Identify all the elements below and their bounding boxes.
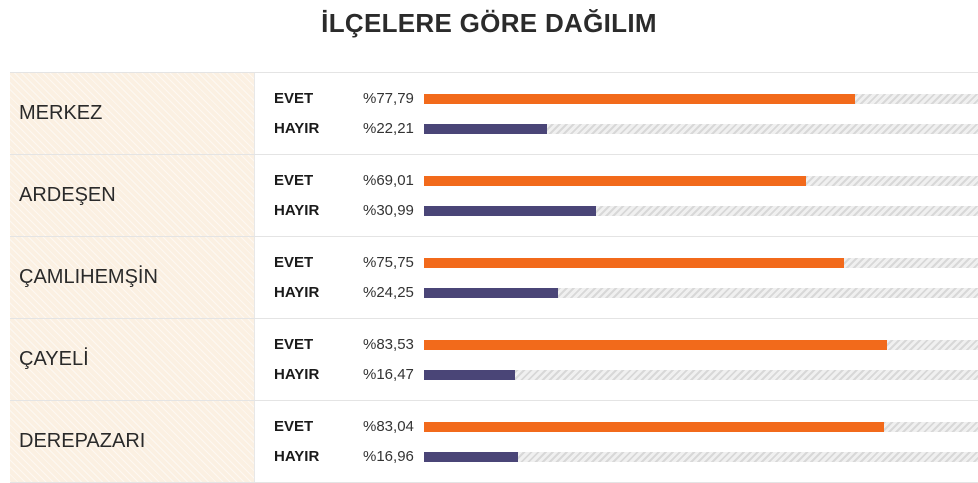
evet-line: EVET %83,53 [10,335,978,355]
evet-line: EVET %77,79 [10,89,978,109]
evet-bar-track [424,258,978,268]
hayir-bar-track [424,124,978,134]
district-name: ÇAYELİ [10,319,254,400]
hayir-percent: %16,96 [363,448,414,465]
hayir-percent: %30,99 [363,202,414,219]
evet-label: EVET [274,336,314,353]
hayir-bar [424,288,559,298]
hayir-line: HAYIR %30,99 [10,201,978,221]
evet-percent: %77,79 [363,90,414,107]
district-name: DEREPAZARI [10,401,254,482]
district-row-ardesen: ARDEŞEN EVET %69,01 HAYIR %30,99 [10,155,978,237]
district-name: ÇAMLIHEMŞİN [10,237,254,318]
evet-percent: %83,04 [363,418,414,435]
district-name: ARDEŞEN [10,155,254,236]
evet-label: EVET [274,90,314,107]
hayir-percent: %22,21 [363,120,414,137]
row-divider [254,237,255,318]
hayir-line: HAYIR %16,47 [10,365,978,385]
hayir-bar [424,452,518,462]
row-divider [254,319,255,400]
evet-bar [424,340,887,350]
hayir-bar [424,370,516,380]
evet-percent: %69,01 [363,172,414,189]
evet-bar-track [424,340,978,350]
evet-line: EVET %75,75 [10,253,978,273]
hayir-bar [424,206,596,216]
evet-line: EVET %69,01 [10,171,978,191]
district-row-merkez: MERKEZ EVET %77,79 HAYIR %22,21 [10,73,978,155]
chart-title: İLÇELERE GÖRE DAĞILIM [321,8,657,38]
hayir-line: HAYIR %16,96 [10,447,978,467]
hayir-line: HAYIR %22,21 [10,119,978,139]
hayir-label: HAYIR [274,284,320,301]
evet-line: EVET %83,04 [10,417,978,437]
hayir-label: HAYIR [274,448,320,465]
hayir-percent: %24,25 [363,284,414,301]
hayir-bar-track [424,370,978,380]
evet-bar [424,258,844,268]
hayir-label: HAYIR [274,202,320,219]
row-divider [254,73,255,154]
district-name: MERKEZ [10,73,254,154]
district-row-cayeli: ÇAYELİ EVET %83,53 HAYIR %16,47 [10,319,978,401]
hayir-line: HAYIR %24,25 [10,283,978,303]
evet-bar [424,422,885,432]
evet-label: EVET [274,172,314,189]
district-table: MERKEZ EVET %77,79 HAYIR %22,21 ARDEŞEN … [10,72,978,483]
hayir-percent: %16,47 [363,366,414,383]
evet-bar [424,176,807,186]
evet-bar-track [424,94,978,104]
district-row-derepazari: DEREPAZARI EVET %83,04 HAYIR %16,96 [10,401,978,483]
evet-label: EVET [274,418,314,435]
district-row-camlihemsin: ÇAMLIHEMŞİN EVET %75,75 HAYIR %24,25 [10,237,978,319]
row-divider [254,401,255,482]
evet-label: EVET [274,254,314,271]
evet-bar-track [424,422,978,432]
hayir-bar-track [424,206,978,216]
hayir-label: HAYIR [274,366,320,383]
hayir-label: HAYIR [274,120,320,137]
hayir-bar-track [424,452,978,462]
evet-bar [424,94,855,104]
row-divider [254,155,255,236]
evet-bar-track [424,176,978,186]
hayir-bar-track [424,288,978,298]
evet-percent: %75,75 [363,254,414,271]
hayir-bar [424,124,548,134]
evet-percent: %83,53 [363,336,414,353]
